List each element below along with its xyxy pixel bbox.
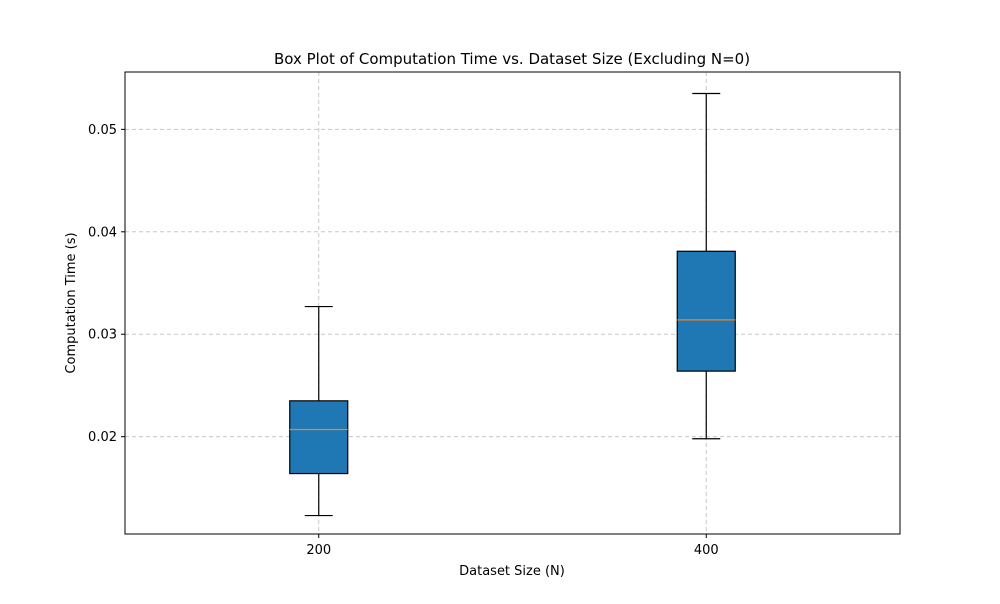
y-tick-label: 0.04 <box>88 225 117 240</box>
box-200 <box>289 305 349 517</box>
y-axis-label: Computation Time (s) <box>64 232 79 373</box>
y-tick-label: 0.03 <box>88 328 117 343</box>
axis-ticks: 0.02 0.03 0.04 0.05 200 400 <box>88 123 719 558</box>
chart-title: Box Plot of Computation Time vs. Dataset… <box>274 50 750 68</box>
grid-lines <box>125 72 900 534</box>
plot-area-frame <box>124 71 901 535</box>
boxes-layer <box>289 92 736 517</box>
x-tick-label: 400 <box>694 543 719 558</box>
iqr-box <box>676 250 736 372</box>
iqr-box <box>289 400 349 475</box>
box-400 <box>676 92 736 440</box>
y-tick-label: 0.02 <box>88 430 117 445</box>
y-tick-label: 0.05 <box>88 123 117 138</box>
x-tick-label: 200 <box>306 543 331 558</box>
x-axis-label: Dataset Size (N) <box>459 564 565 579</box>
